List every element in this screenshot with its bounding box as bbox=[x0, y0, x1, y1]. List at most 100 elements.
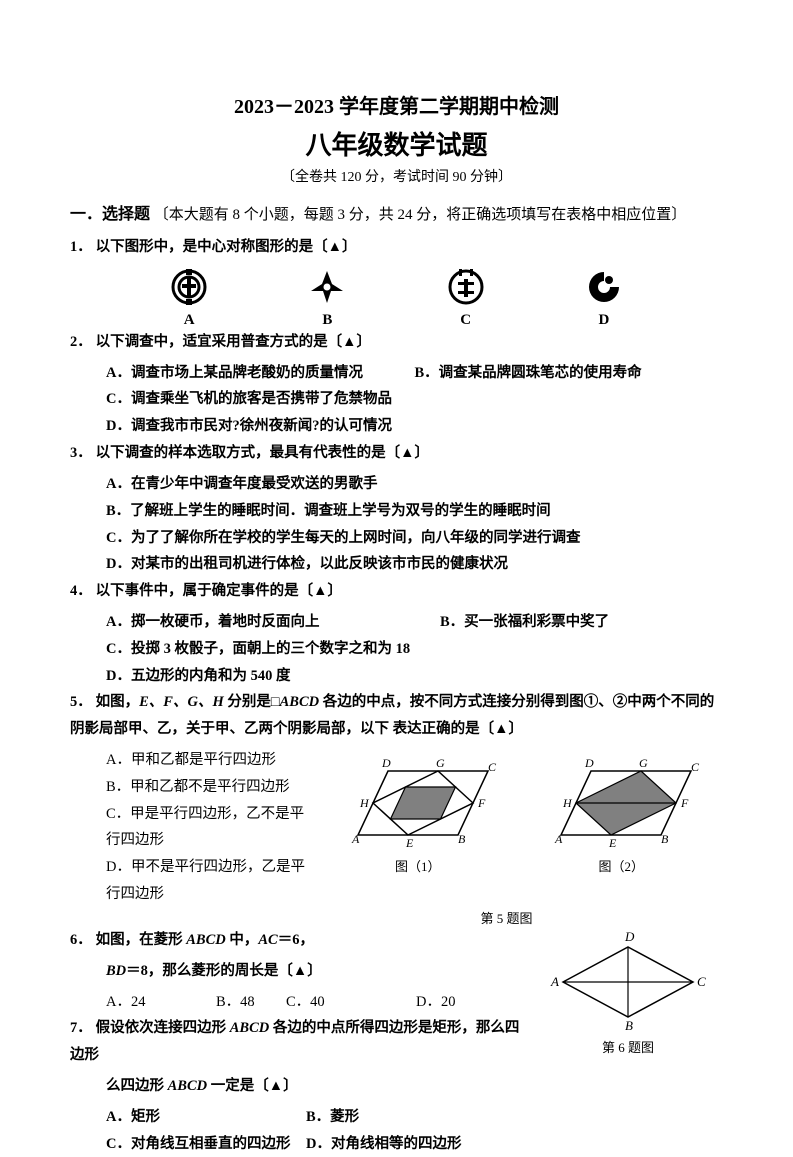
title-main: 2023－2023 学年度第二学期期中检测 bbox=[70, 90, 723, 119]
q2-num: 2． bbox=[70, 329, 92, 356]
q6-options: A．24 B．48 C．40 D．20 bbox=[70, 989, 533, 1016]
parallelogram-fig2-icon: A E B F C G D H bbox=[531, 753, 711, 853]
question-3: 3． 以下调查的样本选取方式，最具有代表性的是〔▲〕 bbox=[70, 440, 723, 467]
q2-d: D．调查我市市民对?徐州夜新闻?的认可情况 bbox=[106, 413, 723, 440]
q3-b: B．了解班上学生的睡眠时间．调查班上学号为双号的学生的睡眠时间 bbox=[106, 498, 723, 525]
q5-body: A．甲和乙都是平行四边形 B．甲和乙都不是平行四边形 C．甲是平行四边形，乙不是… bbox=[70, 747, 723, 908]
q6-s1: 如图，在菱形 bbox=[96, 932, 187, 948]
parallelogram-fig1-icon: A E B F C G D H bbox=[328, 753, 508, 853]
tri-icon bbox=[309, 269, 345, 305]
q5-fig-ref: 第 5 题图 bbox=[290, 908, 723, 927]
q7-d: D．对角线相等的四边形 bbox=[306, 1131, 723, 1157]
q6-num: 6． bbox=[70, 927, 92, 954]
q4-b: B．买一张福利彩票中奖了 bbox=[440, 609, 723, 636]
q1-c-label: C bbox=[448, 312, 484, 329]
q2-stem: 以下调查中，适宜采用普查方式的是〔▲〕 bbox=[96, 334, 371, 350]
bank-icon bbox=[171, 269, 207, 305]
q5-stem: 如图，E、F、G、H 分别是□ABCD 各边的中点，按不同方式连接分别得到图①、… bbox=[70, 694, 714, 737]
q4-num: 4． bbox=[70, 578, 92, 605]
q7-a: A．矩形 bbox=[106, 1104, 306, 1131]
q5-options: A．甲和乙都是平行四边形 B．甲和乙都不是平行四边形 C．甲是平行四边形，乙不是… bbox=[70, 747, 316, 908]
q1-d-label: D bbox=[586, 312, 622, 329]
rhombus-icon: A D C B bbox=[543, 927, 713, 1032]
svg-text:D: D bbox=[381, 756, 391, 770]
svg-text:C: C bbox=[697, 974, 706, 989]
svg-text:C: C bbox=[691, 760, 700, 774]
svg-text:G: G bbox=[639, 756, 648, 770]
q5-fig2-caption: 图（2） bbox=[531, 856, 711, 875]
q3-d: D．对某市的出租司机进行体检，以此反映该市市民的健康状况 bbox=[106, 551, 723, 578]
svg-text:A: A bbox=[554, 832, 563, 846]
q6-a: A．24 bbox=[106, 989, 216, 1016]
q1-option-a: A bbox=[171, 269, 207, 329]
q5-figures: A E B F C G D H 图（1） A E B bbox=[316, 747, 723, 908]
q5-stem-par: □ABCD bbox=[271, 694, 323, 710]
svg-text:B: B bbox=[458, 832, 466, 846]
exam-page: 2023－2023 学年度第二学期期中检测 八年级数学试题 〔全卷共 120 分… bbox=[0, 0, 793, 1122]
q1-option-c: C bbox=[448, 269, 484, 329]
section-1-label: 一．选择题 bbox=[70, 206, 150, 223]
section-1-head: 一．选择题 〔本大题有 8 个小题，每题 3 分，共 24 分，将正确选项填写在… bbox=[70, 200, 723, 224]
q3-num: 3． bbox=[70, 440, 92, 467]
q3-a: A．在青少年中调查年度最受欢送的男歌手 bbox=[106, 471, 723, 498]
q5-fig1-wrap: A E B F C G D H 图（1） bbox=[328, 753, 508, 875]
coin-icon bbox=[448, 269, 484, 305]
question-4: 4． 以下事件中，属于确定事件的是〔▲〕 bbox=[70, 578, 723, 605]
q6-fig-ref: 第 6 题图 bbox=[533, 1037, 723, 1056]
q7-c: C．对角线互相垂直的四边形 bbox=[106, 1131, 306, 1157]
q6-s5: ＝6， bbox=[278, 932, 314, 948]
svg-text:H: H bbox=[562, 796, 573, 810]
q7-s1: 假设依次连接四边形 bbox=[96, 1020, 230, 1036]
question-2: 2． 以下调查中，适宜采用普查方式的是〔▲〕 bbox=[70, 329, 723, 356]
svg-text:D: D bbox=[624, 929, 635, 944]
q4-options: A．掷一枚硬币，着地时反面向上 B．买一张福利彩票中奖了 C．投掷 3 枚骰子，… bbox=[70, 609, 723, 689]
section-1-desc: 〔本大题有 8 个小题，每题 3 分，共 24 分，将正确选项填写在表格中相应位… bbox=[154, 207, 687, 223]
q1-options-row: A B C D bbox=[70, 265, 723, 329]
q6-s4: AC bbox=[258, 932, 277, 948]
q7-s4: 么四边形 bbox=[106, 1078, 168, 1094]
q6-s2: ABCD bbox=[186, 932, 229, 948]
q6-q7-row: 6． 如图，在菱形 ABCD 中，AC＝6， BD＝8，那么菱形的周长是〔▲〕 … bbox=[70, 927, 723, 1104]
q2-c: C．调查乘坐飞机的旅客是否携带了危禁物品 bbox=[106, 386, 723, 413]
q4-stem: 以下事件中，属于确定事件的是〔▲〕 bbox=[96, 583, 342, 599]
svg-text:D: D bbox=[584, 756, 594, 770]
svg-text:H: H bbox=[359, 796, 370, 810]
q6-q7-left: 6． 如图，在菱形 ABCD 中，AC＝6， BD＝8，那么菱形的周长是〔▲〕 … bbox=[70, 927, 533, 1104]
q6-d: D．20 bbox=[416, 989, 486, 1016]
q3-c: C．为了了解你所在学校的学生每天的上网时间，向八年级的同学进行调查 bbox=[106, 525, 723, 552]
title-meta: 〔全卷共 120 分，考试时间 90 分钟〕 bbox=[70, 166, 723, 186]
q6-stem-line2: BD＝8，那么菱形的周长是〔▲〕 bbox=[70, 958, 533, 985]
q6-stem2-inner: BD＝8，那么菱形的周长是〔▲〕 bbox=[106, 963, 322, 979]
title-sub: 八年级数学试题 bbox=[70, 125, 723, 162]
q6-stem: 如图，在菱形 ABCD 中，AC＝6， bbox=[96, 932, 314, 948]
q7-stem2-inner: 各边的中点所得四边形是矩形，那么四边形 么四边形 ABCD 一定是〔▲〕 bbox=[106, 1078, 298, 1094]
question-7: 7． 假设依次连接四边形 ABCD 各边的中点所得四边形是矩形，那么四边形 bbox=[70, 1015, 533, 1069]
q6-c: C．40 bbox=[286, 989, 416, 1016]
q5-a: A．甲和乙都是平行四边形 bbox=[106, 747, 316, 774]
svg-text:A: A bbox=[550, 974, 559, 989]
svg-text:B: B bbox=[661, 832, 669, 846]
q5-b: B．甲和乙都不是平行四边形 bbox=[106, 774, 316, 801]
q7-stem-line2: 各边的中点所得四边形是矩形，那么四边形 么四边形 ABCD 一定是〔▲〕 bbox=[70, 1073, 533, 1100]
svg-text:A: A bbox=[351, 832, 360, 846]
q1-stem: 以下图形中，是中心对称图形的是〔▲〕 bbox=[96, 239, 357, 255]
q3-options: A．在青少年中调查年度最受欢送的男歌手 B．了解班上学生的睡眠时间．调查班上学号… bbox=[70, 471, 723, 578]
q7-num: 7． bbox=[70, 1015, 92, 1042]
q5-fig2-wrap: A E B F C G D H 图（2） bbox=[531, 753, 711, 875]
q2-a: A．调查市场上某品牌老酸奶的质量情况 bbox=[106, 360, 415, 387]
q7-stem: 假设依次连接四边形 ABCD 各边的中点所得四边形是矩形，那么四边形 bbox=[70, 1020, 519, 1063]
question-6: 6． 如图，在菱形 ABCD 中，AC＝6， bbox=[70, 927, 533, 954]
q7-s6: 一定是〔▲〕 bbox=[211, 1078, 298, 1094]
svg-text:E: E bbox=[405, 836, 414, 850]
q6-figure: A D C B 第 6 题图 bbox=[533, 927, 723, 1104]
q4-a: A．掷一枚硬币，着地时反面向上 bbox=[106, 609, 440, 636]
q7-s5: ABCD bbox=[168, 1078, 211, 1094]
svg-text:G: G bbox=[436, 756, 445, 770]
q5-d: D．甲不是平行四边形，乙是平行四边形 bbox=[106, 854, 316, 908]
svg-text:E: E bbox=[608, 836, 617, 850]
q6-s7: ＝8，那么菱形的周长是〔▲〕 bbox=[126, 963, 322, 979]
q5-stem-p1: 如图， bbox=[96, 694, 140, 710]
q5-stem-ital: E、F、G、H bbox=[139, 694, 227, 710]
svg-text:C: C bbox=[488, 760, 497, 774]
q1-a-label: A bbox=[171, 312, 207, 329]
